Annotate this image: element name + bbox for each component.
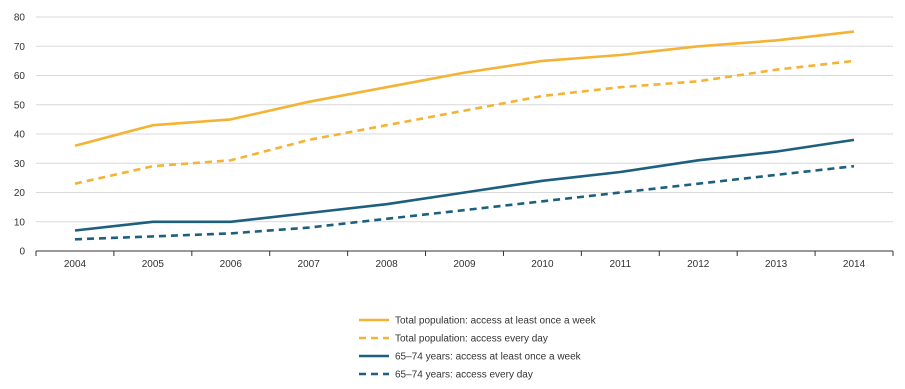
series-line-3 xyxy=(74,138,855,232)
y-tick-label: 20 xyxy=(14,188,26,199)
series-line-4 xyxy=(74,164,855,241)
y-tick-label: 50 xyxy=(14,100,26,111)
x-tick-label: 2009 xyxy=(453,259,476,270)
x-tick-label: 2006 xyxy=(220,259,243,270)
x-axis xyxy=(35,250,894,256)
x-tick-label: 2007 xyxy=(298,259,321,270)
series-line-1 xyxy=(74,30,855,147)
x-tick-label: 2012 xyxy=(687,259,710,270)
x-tick-label: 2011 xyxy=(610,259,632,270)
y-tick-label: 80 xyxy=(14,13,26,24)
legend-label: Total population: access every day xyxy=(395,334,548,345)
gridlines xyxy=(36,16,893,223)
x-tick-label: 2013 xyxy=(765,259,788,270)
y-tick-label: 10 xyxy=(14,217,26,228)
y-axis-tick-labels: 0 10 20 30 40 50 60 70 80 xyxy=(14,13,26,258)
x-tick-label: 2008 xyxy=(375,259,398,270)
legend-label: Total population: access at least once a… xyxy=(395,316,597,327)
y-tick-label: 30 xyxy=(14,159,26,170)
legend-label: 65–74 years: access at least once a week xyxy=(395,352,582,363)
x-tick-label: 2005 xyxy=(142,259,165,270)
x-tick-label: 2004 xyxy=(64,259,87,270)
y-tick-label: 40 xyxy=(14,130,26,141)
y-tick-label: 70 xyxy=(14,42,26,53)
y-tick-label: 60 xyxy=(14,71,26,82)
y-tick-label: 0 xyxy=(19,247,25,258)
x-tick-label: 2010 xyxy=(531,259,554,270)
x-axis-tick-labels: 2004 2005 2006 2007 2008 2009 2010 2011 2012 2013… xyxy=(64,259,866,270)
series-lines xyxy=(74,30,855,241)
legend: Total population: access at least once a… xyxy=(359,316,597,381)
legend-label: 65–74 years: access every day xyxy=(395,370,533,381)
x-tick-label: 2014 xyxy=(843,259,866,270)
series-line-2 xyxy=(74,59,855,185)
